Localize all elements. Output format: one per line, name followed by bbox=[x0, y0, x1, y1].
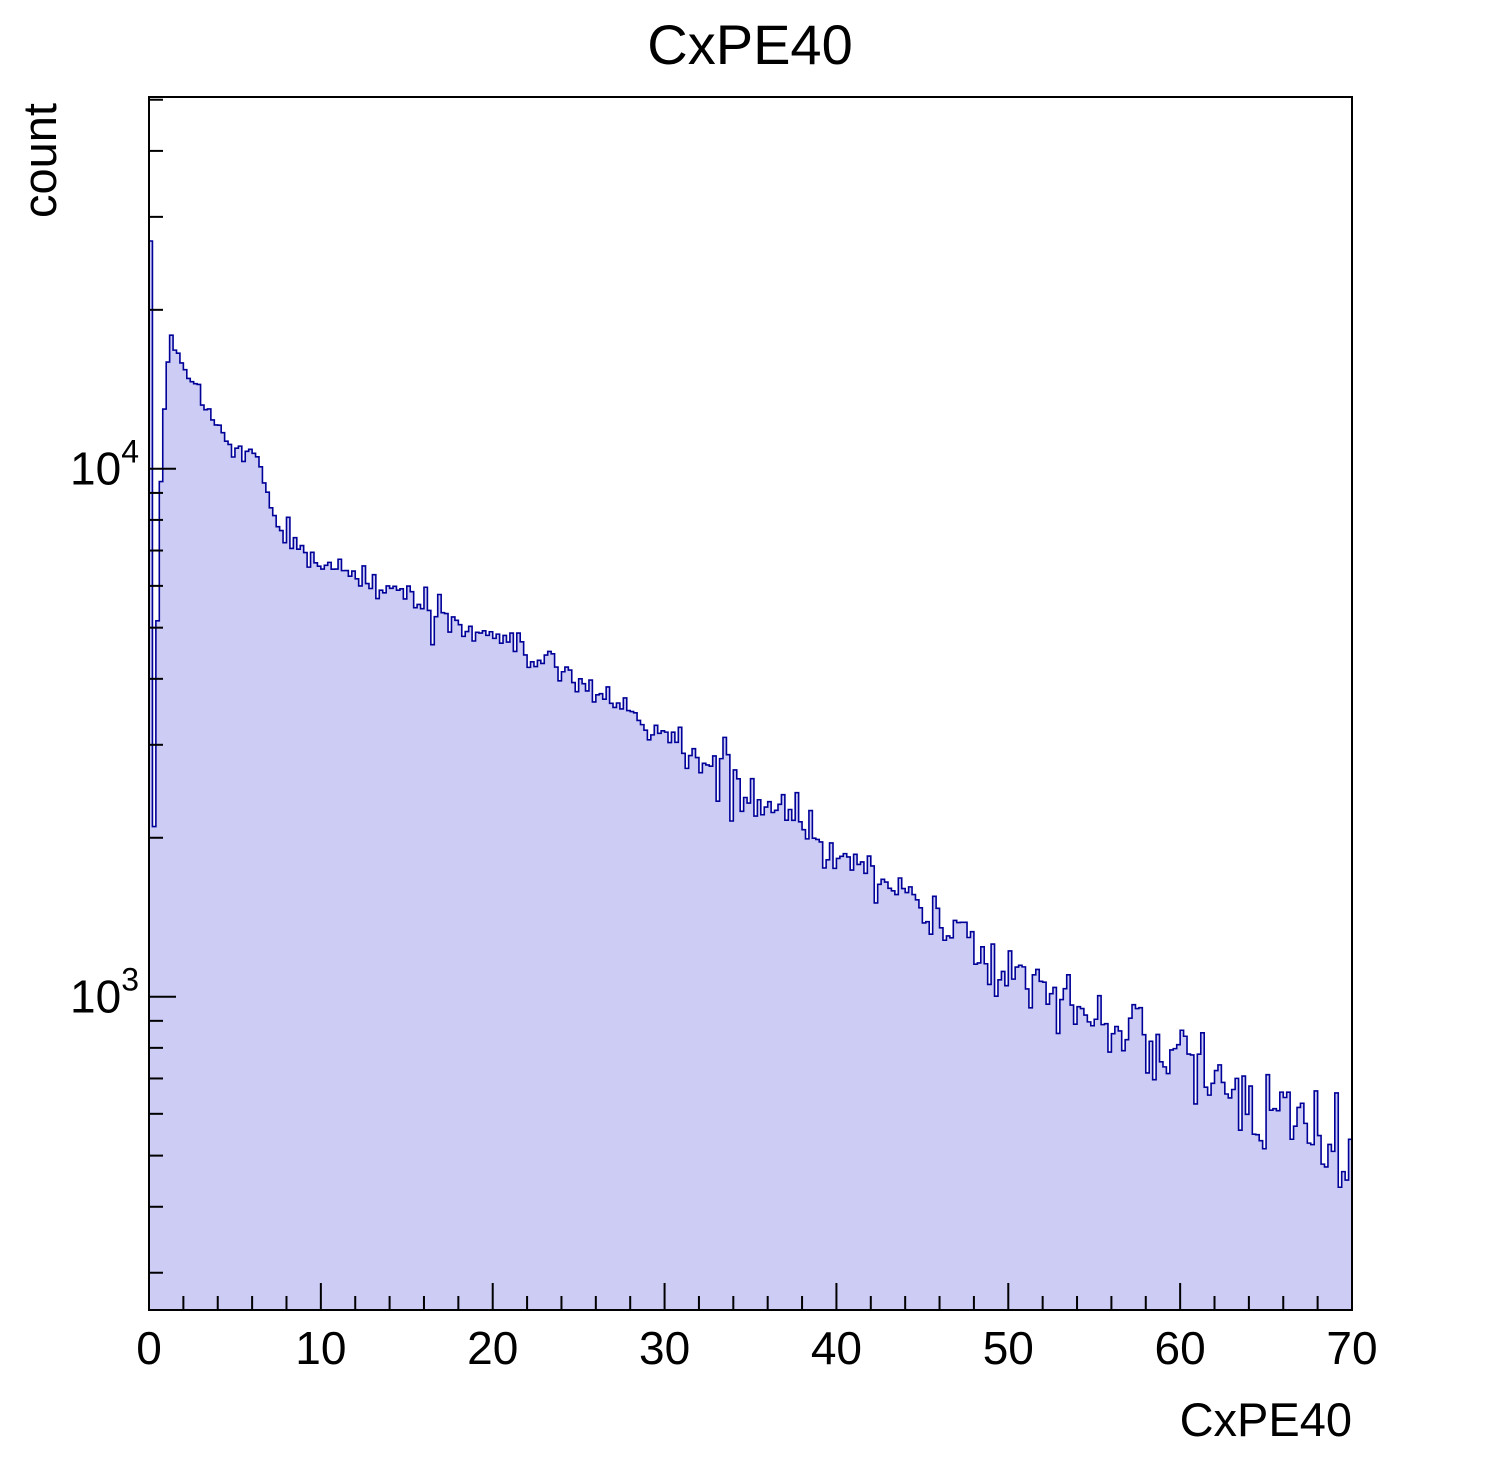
y-axis-title: count bbox=[13, 103, 66, 218]
y-tick-label: 103 bbox=[70, 962, 139, 1023]
x-tick-label: 50 bbox=[983, 1322, 1034, 1374]
axes: 0 10 20 30 40 50 60 70 103 104 bbox=[70, 98, 1378, 1374]
histogram-outline bbox=[148, 240, 1353, 1310]
y-tick-label: 104 bbox=[70, 434, 139, 495]
x-tick-label: 60 bbox=[1155, 1322, 1206, 1374]
x-tick-label: 30 bbox=[639, 1322, 690, 1374]
histogram-fill bbox=[149, 241, 1352, 1310]
x-tick-label: 40 bbox=[811, 1322, 862, 1374]
x-tick-label: 70 bbox=[1326, 1322, 1377, 1374]
chart-title: CxPE40 bbox=[647, 13, 852, 76]
x-tick-label: 10 bbox=[295, 1322, 346, 1374]
x-axis-title: CxPE40 bbox=[1180, 1393, 1352, 1446]
histogram-series bbox=[148, 240, 1353, 1310]
plot-frame bbox=[148, 96, 1353, 1311]
x-tick-label: 20 bbox=[467, 1322, 518, 1374]
x-tick-label: 0 bbox=[136, 1322, 162, 1374]
